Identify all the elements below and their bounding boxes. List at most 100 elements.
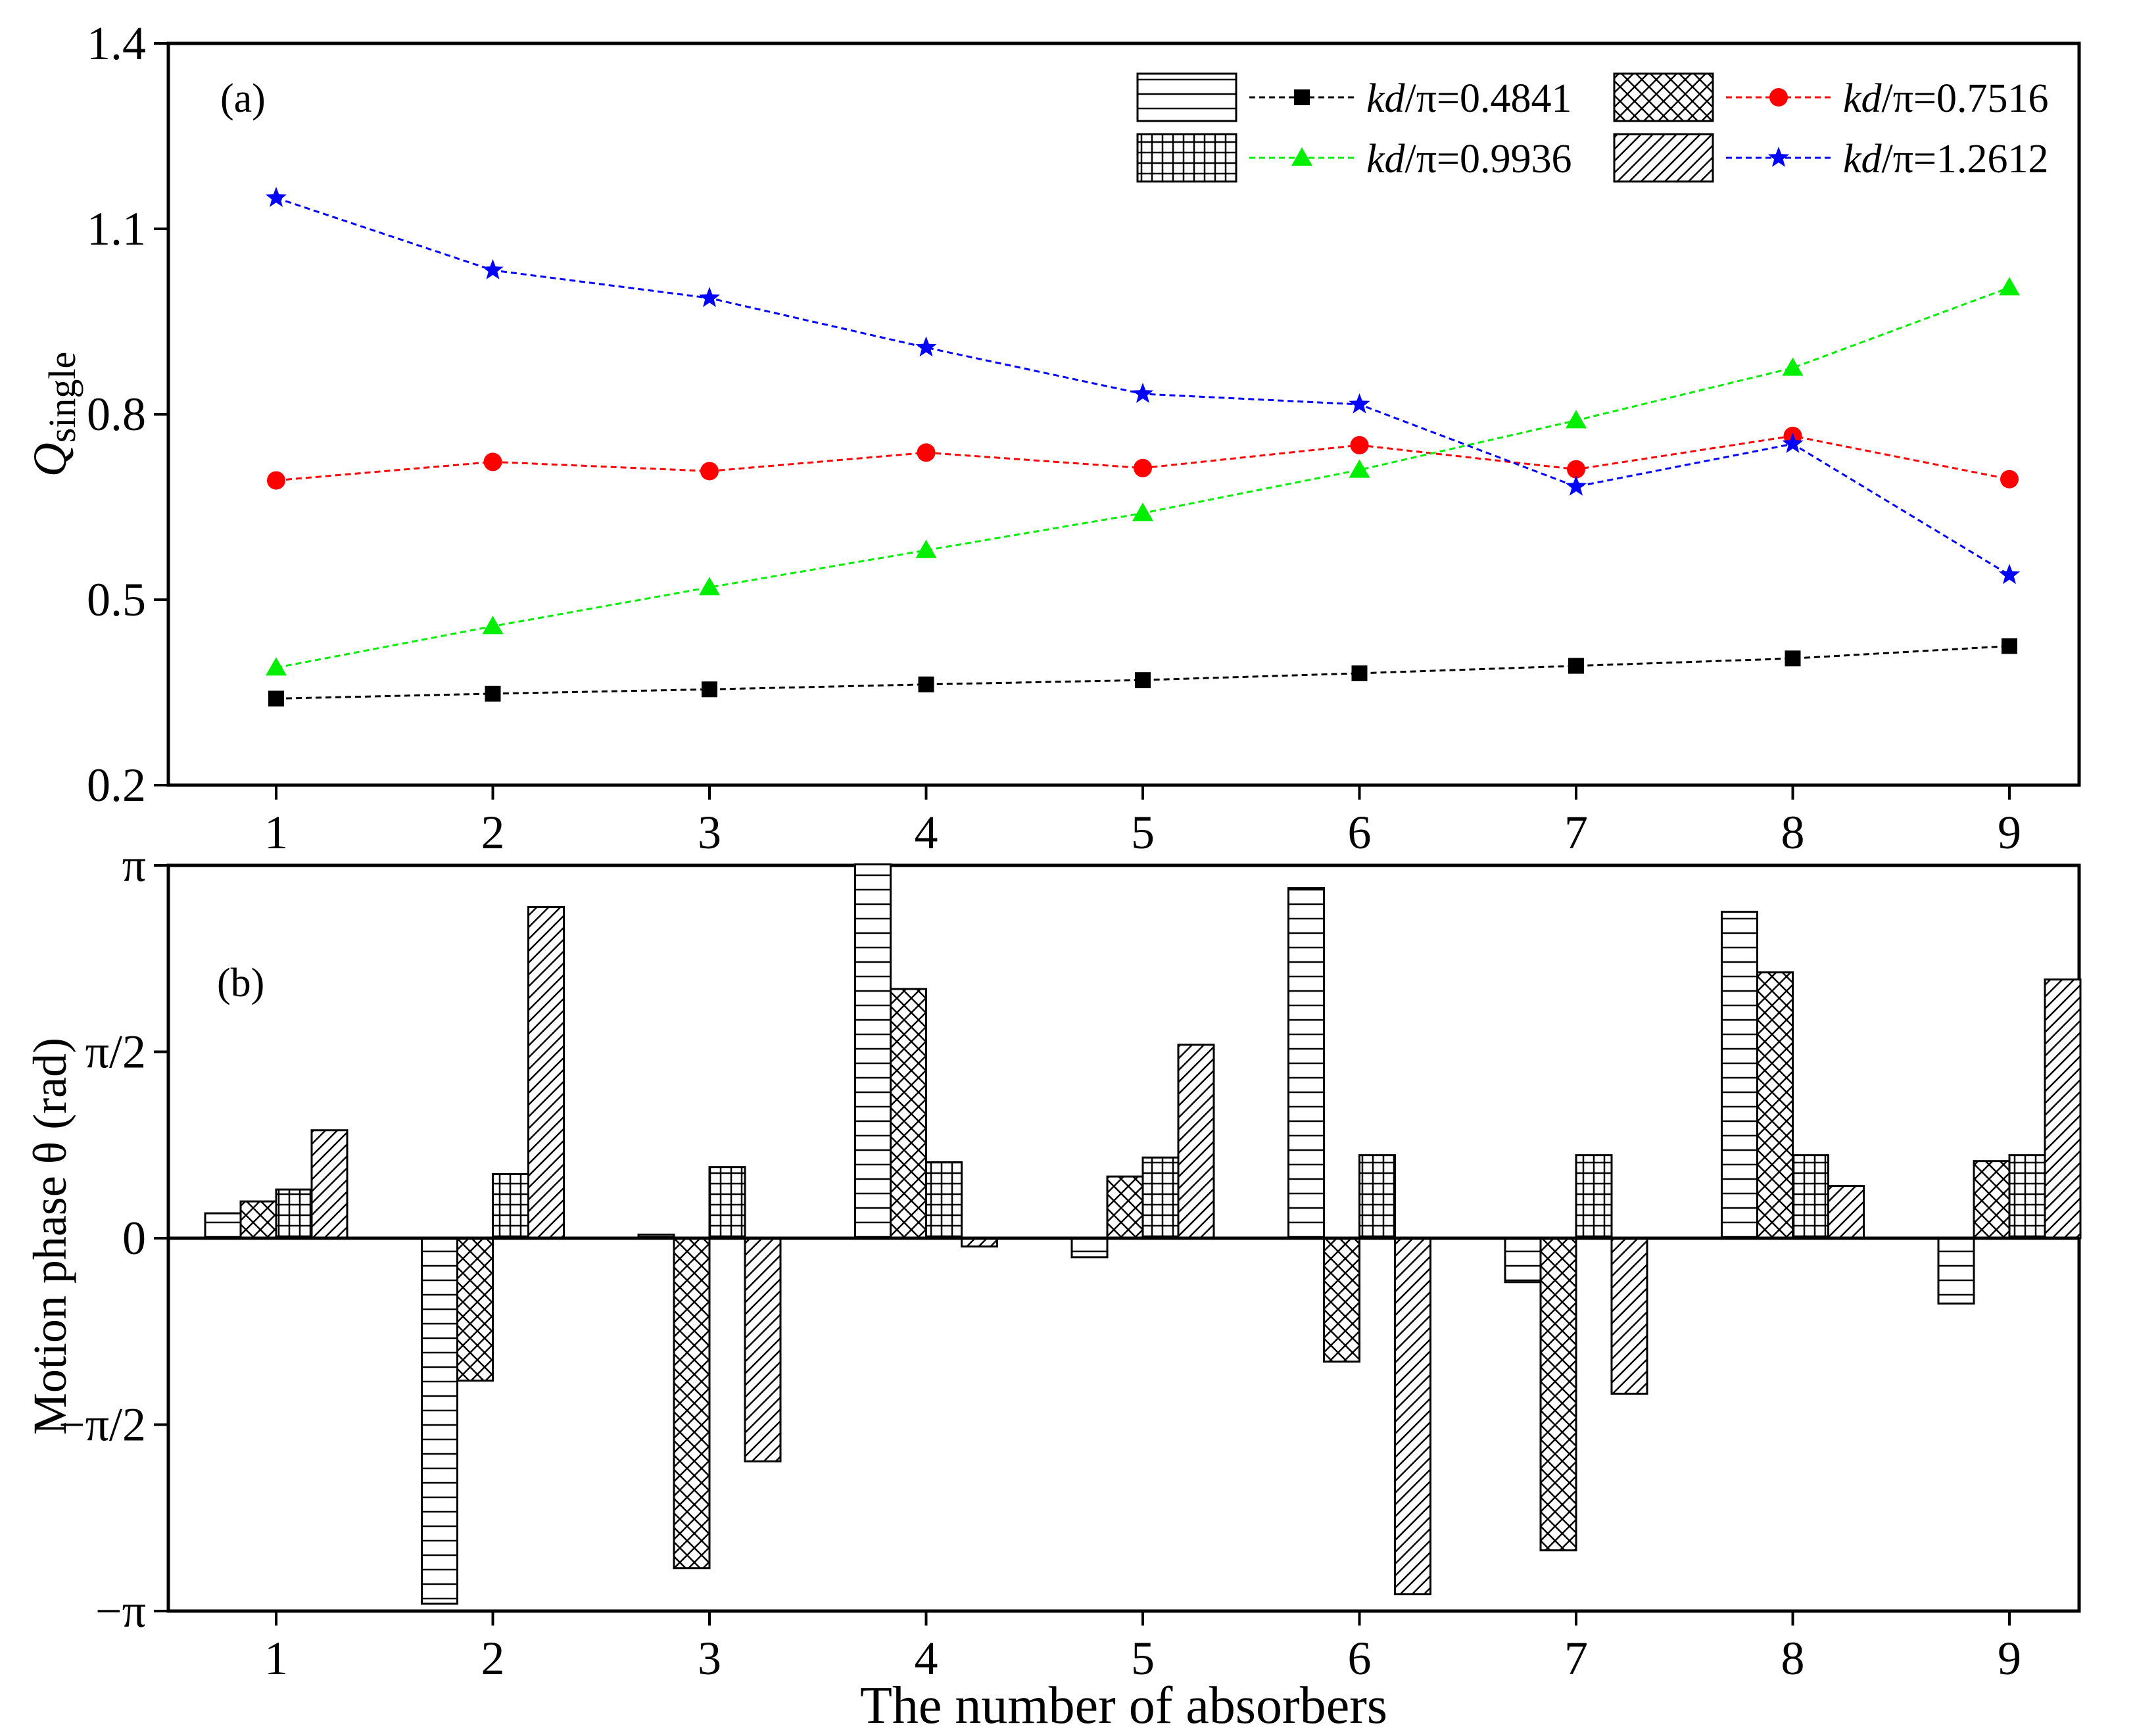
bar (1973, 1160, 2011, 1240)
legend-label-italic: kd (1843, 137, 1883, 181)
bar (2044, 978, 2082, 1240)
data-point (266, 657, 287, 676)
data-point (1566, 410, 1587, 429)
legend-marker (1291, 147, 1312, 166)
data-point (1135, 672, 1151, 688)
data-point (918, 676, 934, 692)
bar (1070, 1237, 1109, 1259)
panel-b: (b) −π −π/2 0 π/2 π 1 2 3 4 5 6 7 8 9 Motion phase θ… (24, 839, 2082, 1735)
bar (854, 863, 892, 1240)
y-tick-label: 1.1 (87, 203, 146, 255)
bar (204, 1212, 242, 1240)
bar (673, 1237, 711, 1570)
bar (1106, 1175, 1144, 1240)
bar (239, 1200, 277, 1240)
bar (1756, 971, 1794, 1240)
legend-label-italic: kd (1366, 137, 1406, 181)
x-tick-label: 7 (1564, 806, 1588, 859)
data-point (1350, 436, 1369, 454)
panel-a-series (265, 187, 2021, 707)
legend-label: kd/π=0.4841 (1366, 76, 1572, 121)
y-tick-label: 0.2 (87, 759, 146, 811)
panel-a-x-axis: 1 2 3 4 5 6 7 8 9 (264, 785, 2021, 859)
x-tick-label: 4 (915, 1632, 938, 1685)
x-axis-title: The number of absorbers (860, 1677, 1387, 1735)
data-point (1565, 475, 1587, 496)
data-point (1567, 460, 1585, 479)
legend-marker (1294, 89, 1310, 105)
bar (1937, 1237, 1975, 1305)
data-point (1351, 665, 1368, 681)
x-tick-label: 4 (915, 806, 938, 859)
x-tick-label: 8 (1781, 1632, 1805, 1685)
data-point (702, 681, 717, 698)
y-label-sub: single (41, 352, 84, 443)
legend-label-rest: /π=0.4841 (1405, 76, 1572, 121)
x-tick-label: 8 (1781, 806, 1805, 859)
data-point (1782, 433, 1804, 453)
data-point (482, 615, 504, 635)
data-point (1349, 459, 1370, 478)
y-tick-label: −π/2 (59, 1399, 146, 1451)
x-tick-label: 2 (481, 1632, 505, 1685)
data-point (1785, 650, 1801, 667)
legend-label-italic: kd (1366, 76, 1406, 121)
data-point (482, 259, 504, 279)
bar (2008, 1154, 2046, 1240)
data-point (267, 471, 285, 490)
legend-label: kd/π=0.7516 (1843, 76, 2049, 121)
bar (527, 905, 565, 1240)
bar (744, 1237, 782, 1462)
data-point (1568, 658, 1584, 674)
x-tick-label: 9 (1998, 1632, 2021, 1685)
y-tick-label: 0 (122, 1212, 146, 1265)
data-point (1134, 458, 1152, 477)
data-point (917, 443, 936, 462)
x-tick-label: 2 (481, 806, 505, 859)
bar (1721, 911, 1758, 1240)
bar (1177, 1044, 1215, 1240)
panel-a-label: (a) (220, 76, 266, 121)
data-point (1999, 277, 2020, 296)
bar (1323, 1237, 1360, 1363)
data-point (1132, 502, 1153, 521)
x-tick-label: 1 (264, 806, 288, 859)
panel-b-label: (b) (217, 961, 264, 1005)
panel-a: (a) 0.2 0.5 0.8 1.1 1.4 1 2 3 4 5 6 7 8 9 Qsingle kd… (24, 17, 2081, 859)
bar (1539, 1237, 1577, 1552)
bar (1610, 1237, 1648, 1395)
legend-marker (1767, 147, 1790, 167)
y-label-q: Q (24, 443, 76, 477)
x-tick-label: 3 (698, 806, 721, 859)
data-point (699, 577, 720, 596)
bar (1358, 1154, 1396, 1240)
data-point (483, 452, 502, 471)
bar (1287, 887, 1325, 1240)
panel-a-y-axis: 0.2 0.5 0.8 1.1 1.4 (87, 17, 168, 811)
x-tick-label: 1 (264, 1632, 288, 1685)
data-point (1132, 383, 1154, 403)
data-point (2002, 638, 2017, 654)
series-line (276, 645, 2010, 700)
panel-a-frame (166, 41, 2081, 787)
x-tick-label: 7 (1564, 1632, 1588, 1685)
x-tick-label: 5 (1131, 1632, 1155, 1685)
bar (708, 1166, 746, 1240)
data-point (268, 690, 284, 707)
data-point (915, 336, 937, 357)
legend-swatch (1136, 72, 1237, 122)
x-tick-label: 3 (698, 1632, 721, 1685)
bar (310, 1129, 348, 1240)
x-tick-label: 9 (1998, 806, 2021, 859)
bar (1827, 1185, 1865, 1240)
x-tick-label: 6 (1348, 806, 1372, 859)
series-line (276, 286, 2010, 669)
y-tick-label: 0.8 (87, 388, 146, 441)
y-tick-label: 0.5 (87, 573, 146, 626)
bar (275, 1188, 313, 1240)
legend-label-italic: kd (1843, 76, 1883, 121)
legend-swatch (1613, 133, 1714, 183)
x-tick-label: 5 (1131, 806, 1155, 859)
y-tick-label: 1.4 (87, 17, 146, 70)
